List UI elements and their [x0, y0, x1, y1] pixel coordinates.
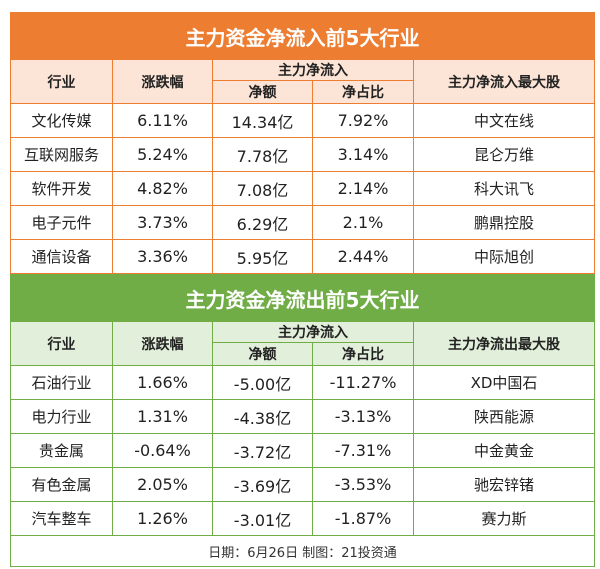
cell-amount: -3.69亿	[212, 467, 313, 502]
cell-ratio: 2.44%	[312, 239, 414, 274]
outflow-table: 主力资金净流出前5大行业 行业 涨跌幅 主力净流入 主力净流出最大股 净额 净占比…	[10, 274, 595, 567]
cell-top-stock: 中际旭创	[413, 239, 595, 274]
cell-change: 5.24%	[112, 137, 213, 172]
table-row: 互联网服务 5.24% 7.78亿 3.14% 昆仑万维	[10, 137, 595, 172]
table-row: 软件开发 4.82% 7.08亿 2.14% 科大讯飞	[10, 171, 595, 206]
inflow-table: 主力资金净流入前5大行业 行业 涨跌幅 主力净流入 主力净流入最大股 净额 净占比…	[10, 12, 595, 274]
header-industry: 行业	[10, 321, 113, 366]
fund-flow-tables: 主力资金净流入前5大行业 行业 涨跌幅 主力净流入 主力净流入最大股 净额 净占比…	[10, 12, 595, 567]
cell-amount: -3.72亿	[212, 433, 313, 468]
footer-note: 日期：6月26日 制图：21投资通	[10, 535, 595, 567]
cell-ratio: 3.14%	[312, 137, 414, 172]
outflow-title: 主力资金净流出前5大行业	[10, 274, 595, 322]
cell-industry: 汽车整车	[10, 501, 113, 536]
cell-industry: 电子元件	[10, 205, 113, 240]
cell-ratio: 2.1%	[312, 205, 414, 240]
cell-amount: 6.29亿	[212, 205, 313, 240]
header-ratio: 净占比	[312, 342, 414, 366]
table-row: 文化传媒 6.11% 14.34亿 7.92% 中文在线	[10, 103, 595, 138]
table-row: 石油行业 1.66% -5.00亿 -11.27% XD中国石	[10, 365, 595, 400]
cell-ratio: -7.31%	[312, 433, 414, 468]
cell-industry: 通信设备	[10, 239, 113, 274]
cell-change: 6.11%	[112, 103, 213, 138]
cell-ratio: -3.53%	[312, 467, 414, 502]
cell-top-stock: 驰宏锌锗	[413, 467, 595, 502]
cell-amount: 14.34亿	[212, 103, 313, 138]
table-row: 电子元件 3.73% 6.29亿 2.1% 鹏鼎控股	[10, 205, 595, 240]
cell-amount: 7.78亿	[212, 137, 313, 172]
header-top-stock: 主力净流入最大股	[413, 59, 595, 104]
cell-amount: -4.38亿	[212, 399, 313, 434]
cell-ratio: -11.27%	[312, 365, 414, 400]
table-row: 有色金属 2.05% -3.69亿 -3.53% 驰宏锌锗	[10, 467, 595, 502]
header-amount: 净额	[212, 342, 313, 366]
cell-industry: 电力行业	[10, 399, 113, 434]
cell-amount: -5.00亿	[212, 365, 313, 400]
header-amount: 净额	[212, 80, 313, 104]
cell-industry: 文化传媒	[10, 103, 113, 138]
cell-change: 1.26%	[112, 501, 213, 536]
header-change: 涨跌幅	[112, 59, 213, 104]
header-industry: 行业	[10, 59, 113, 104]
cell-change: 3.36%	[112, 239, 213, 274]
header-top-stock: 主力净流出最大股	[413, 321, 595, 366]
cell-top-stock: 中金黄金	[413, 433, 595, 468]
header-netflow: 主力净流入	[212, 321, 414, 343]
cell-ratio: 7.92%	[312, 103, 414, 138]
cell-top-stock: 中文在线	[413, 103, 595, 138]
cell-change: 2.05%	[112, 467, 213, 502]
header-change: 涨跌幅	[112, 321, 213, 366]
cell-top-stock: 赛力斯	[413, 501, 595, 536]
cell-change: 1.66%	[112, 365, 213, 400]
cell-top-stock: 陕西能源	[413, 399, 595, 434]
cell-industry: 有色金属	[10, 467, 113, 502]
header-netflow: 主力净流入	[212, 59, 414, 81]
cell-amount: 5.95亿	[212, 239, 313, 274]
cell-ratio: -1.87%	[312, 501, 414, 536]
header-ratio: 净占比	[312, 80, 414, 104]
cell-change: 1.31%	[112, 399, 213, 434]
cell-change: 3.73%	[112, 205, 213, 240]
cell-top-stock: 科大讯飞	[413, 171, 595, 206]
table-row: 电力行业 1.31% -4.38亿 -3.13% 陕西能源	[10, 399, 595, 434]
cell-amount: 7.08亿	[212, 171, 313, 206]
table-row: 通信设备 3.36% 5.95亿 2.44% 中际旭创	[10, 239, 595, 274]
table-row: 汽车整车 1.26% -3.01亿 -1.87% 赛力斯	[10, 501, 595, 536]
cell-ratio: -3.13%	[312, 399, 414, 434]
cell-industry: 软件开发	[10, 171, 113, 206]
cell-industry: 互联网服务	[10, 137, 113, 172]
cell-ratio: 2.14%	[312, 171, 414, 206]
inflow-title: 主力资金净流入前5大行业	[10, 12, 595, 60]
cell-top-stock: 鹏鼎控股	[413, 205, 595, 240]
cell-amount: -3.01亿	[212, 501, 313, 536]
cell-change: 4.82%	[112, 171, 213, 206]
cell-top-stock: 昆仑万维	[413, 137, 595, 172]
table-row: 贵金属 -0.64% -3.72亿 -7.31% 中金黄金	[10, 433, 595, 468]
cell-change: -0.64%	[112, 433, 213, 468]
cell-top-stock: XD中国石	[413, 365, 595, 400]
cell-industry: 石油行业	[10, 365, 113, 400]
cell-industry: 贵金属	[10, 433, 113, 468]
